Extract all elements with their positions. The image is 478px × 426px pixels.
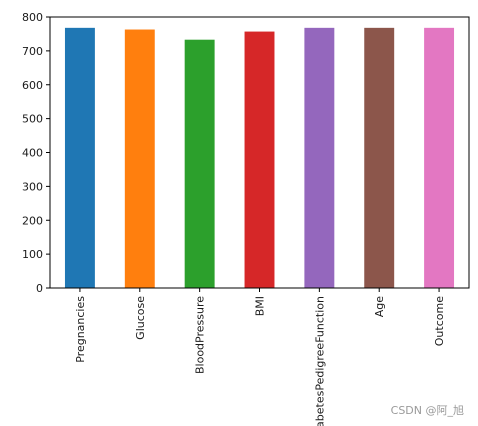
csdn-watermark: CSDN @阿_旭: [390, 404, 464, 417]
y-tick-label: 100: [22, 248, 43, 261]
bar-glucose: [124, 29, 155, 289]
y-tick-label: 700: [22, 45, 43, 58]
x-tick-label-bloodpressure: BloodPressure: [194, 296, 207, 374]
y-tick-label: 600: [22, 79, 43, 92]
x-tick-label-pregnancies: Pregnancies: [74, 296, 87, 363]
y-tick-label: 400: [22, 147, 43, 160]
bar-pregnancies: [64, 27, 95, 289]
x-tick-label-outcome: Outcome: [433, 296, 446, 346]
y-tick-label: 300: [22, 180, 43, 193]
bar-bmi: [244, 31, 275, 288]
bar-age: [364, 27, 395, 289]
y-tick-label: 0: [36, 282, 43, 295]
bar-diabetespedigreefunction: [304, 27, 335, 289]
x-tick-label-bmi: BMI: [254, 296, 267, 316]
x-tick-label-glucose: Glucose: [134, 296, 147, 340]
y-tick-label: 800: [22, 11, 43, 24]
y-tick-label: 200: [22, 214, 43, 227]
bar-outcome: [424, 27, 455, 289]
bar-bloodpressure: [184, 39, 215, 289]
x-tick-label-diabetespedigreefunction: DiabetesPedigreeFunction: [313, 296, 326, 426]
y-tick-label: 500: [22, 113, 43, 126]
x-tick-label-age: Age: [373, 296, 386, 318]
